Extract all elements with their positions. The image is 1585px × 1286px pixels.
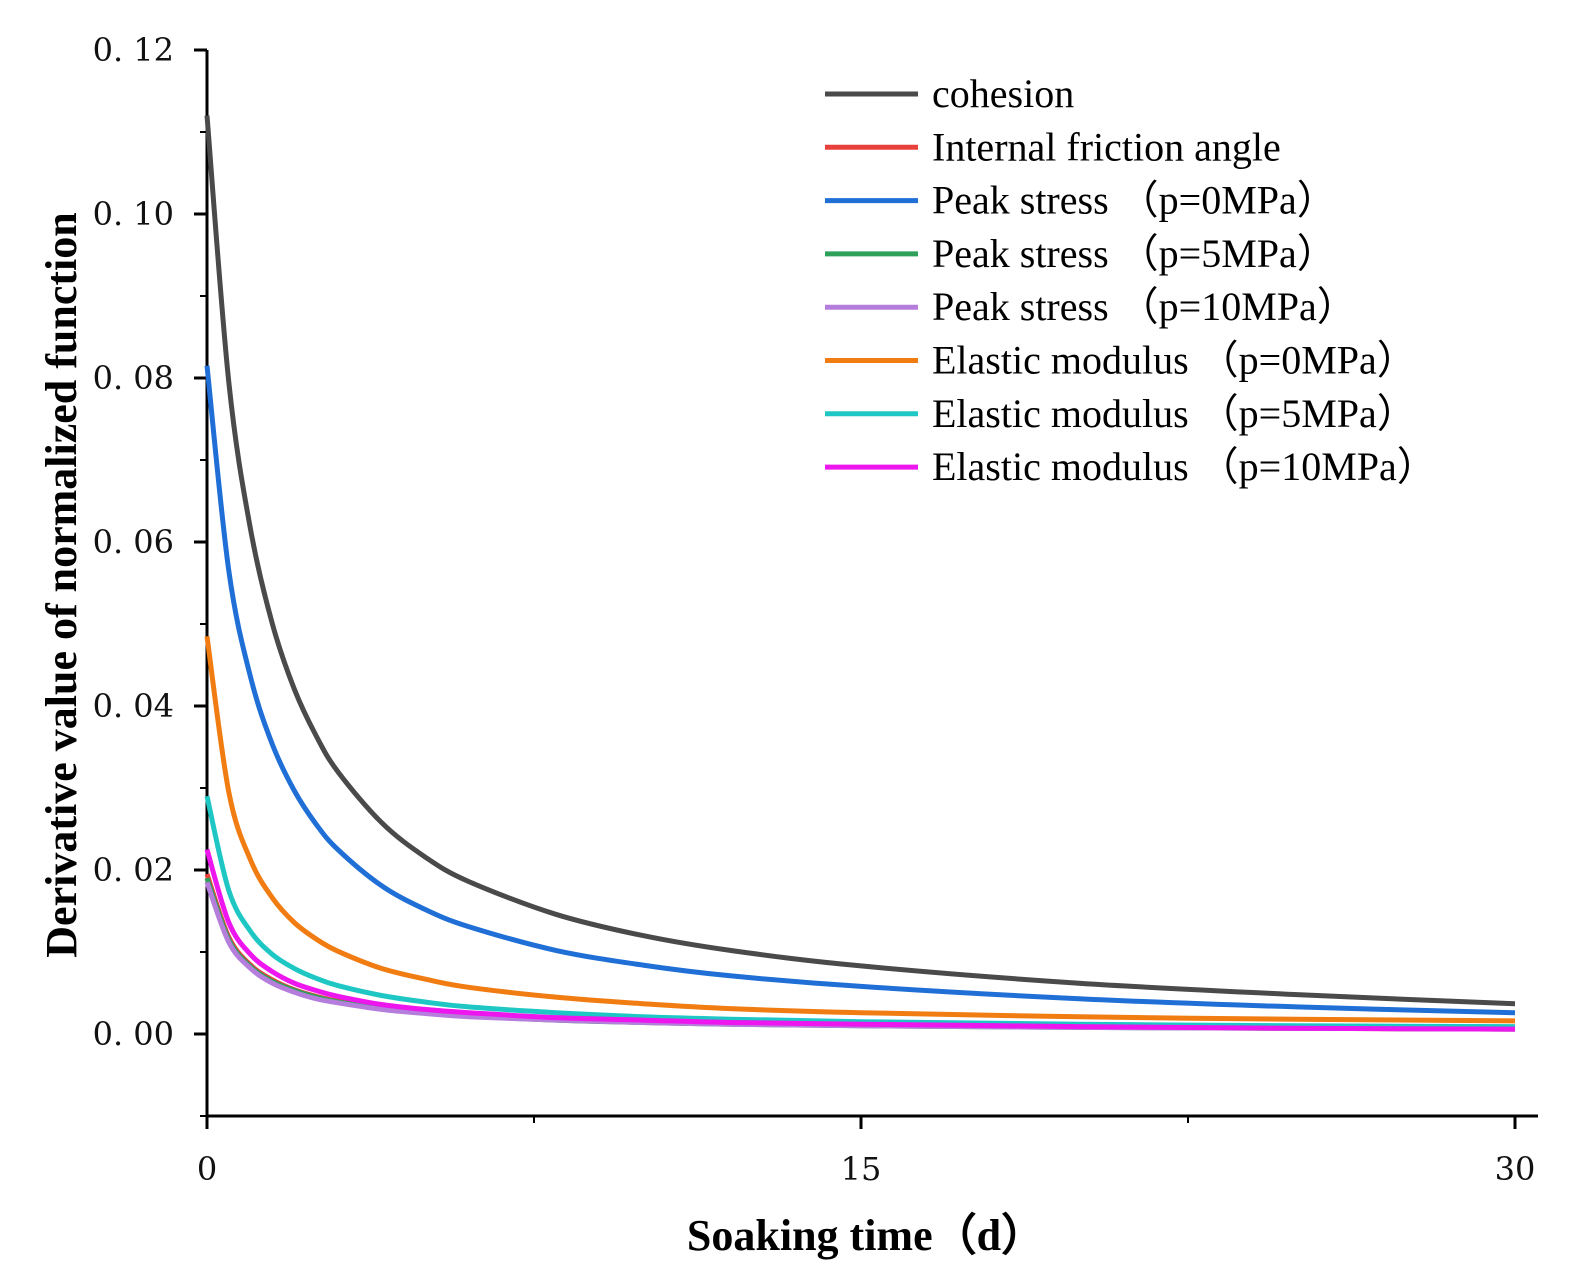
- y-tick-label: 0. 12: [93, 31, 174, 69]
- series-line: [204, 365, 1516, 1016]
- x-tick-label: 15: [841, 1150, 882, 1188]
- series-line: [204, 115, 1516, 1007]
- y-tick-label: 0. 06: [93, 523, 174, 561]
- legend-label: cohesion: [932, 71, 1074, 116]
- series-line: [204, 848, 1516, 1032]
- series-line: [204, 795, 1516, 1030]
- x-tick-label: 30: [1495, 1150, 1536, 1188]
- legend-label: Elastic modulus （p=10MPa）: [932, 444, 1437, 489]
- y-axis-title: Derivative value of normalized function: [37, 212, 86, 957]
- legend-label: Internal friction angle: [932, 124, 1281, 169]
- legend: cohesion Internal friction angle Peak stre…: [825, 71, 1437, 489]
- x-tick-label: 0: [197, 1150, 217, 1188]
- legend-label: Peak stress （p=0MPa）: [932, 178, 1337, 223]
- legend-label: Peak stress （p=5MPa）: [932, 231, 1337, 276]
- series-lines: [204, 115, 1516, 1032]
- y-tick-label: 0. 10: [93, 195, 174, 233]
- y-tick-label: 0. 00: [93, 1015, 174, 1053]
- y-tick-label: 0. 02: [93, 851, 174, 889]
- y-tick-label: 0. 04: [93, 687, 174, 725]
- x-axis-title: Soaking time（d）: [687, 1211, 1045, 1260]
- series-line: [204, 635, 1516, 1024]
- legend-label: Peak stress （p=10MPa）: [932, 284, 1357, 329]
- ticks: 0. 00 0. 02 0. 04 0. 06 0. 08 0. 10 0. 12 0 15 30: [93, 31, 1536, 1188]
- axes: [205, 50, 1538, 1118]
- legend-label: Elastic modulus （p=0MPa）: [932, 338, 1417, 383]
- y-tick-label: 0. 08: [93, 359, 174, 397]
- legend-label: Elastic modulus （p=5MPa）: [932, 391, 1417, 436]
